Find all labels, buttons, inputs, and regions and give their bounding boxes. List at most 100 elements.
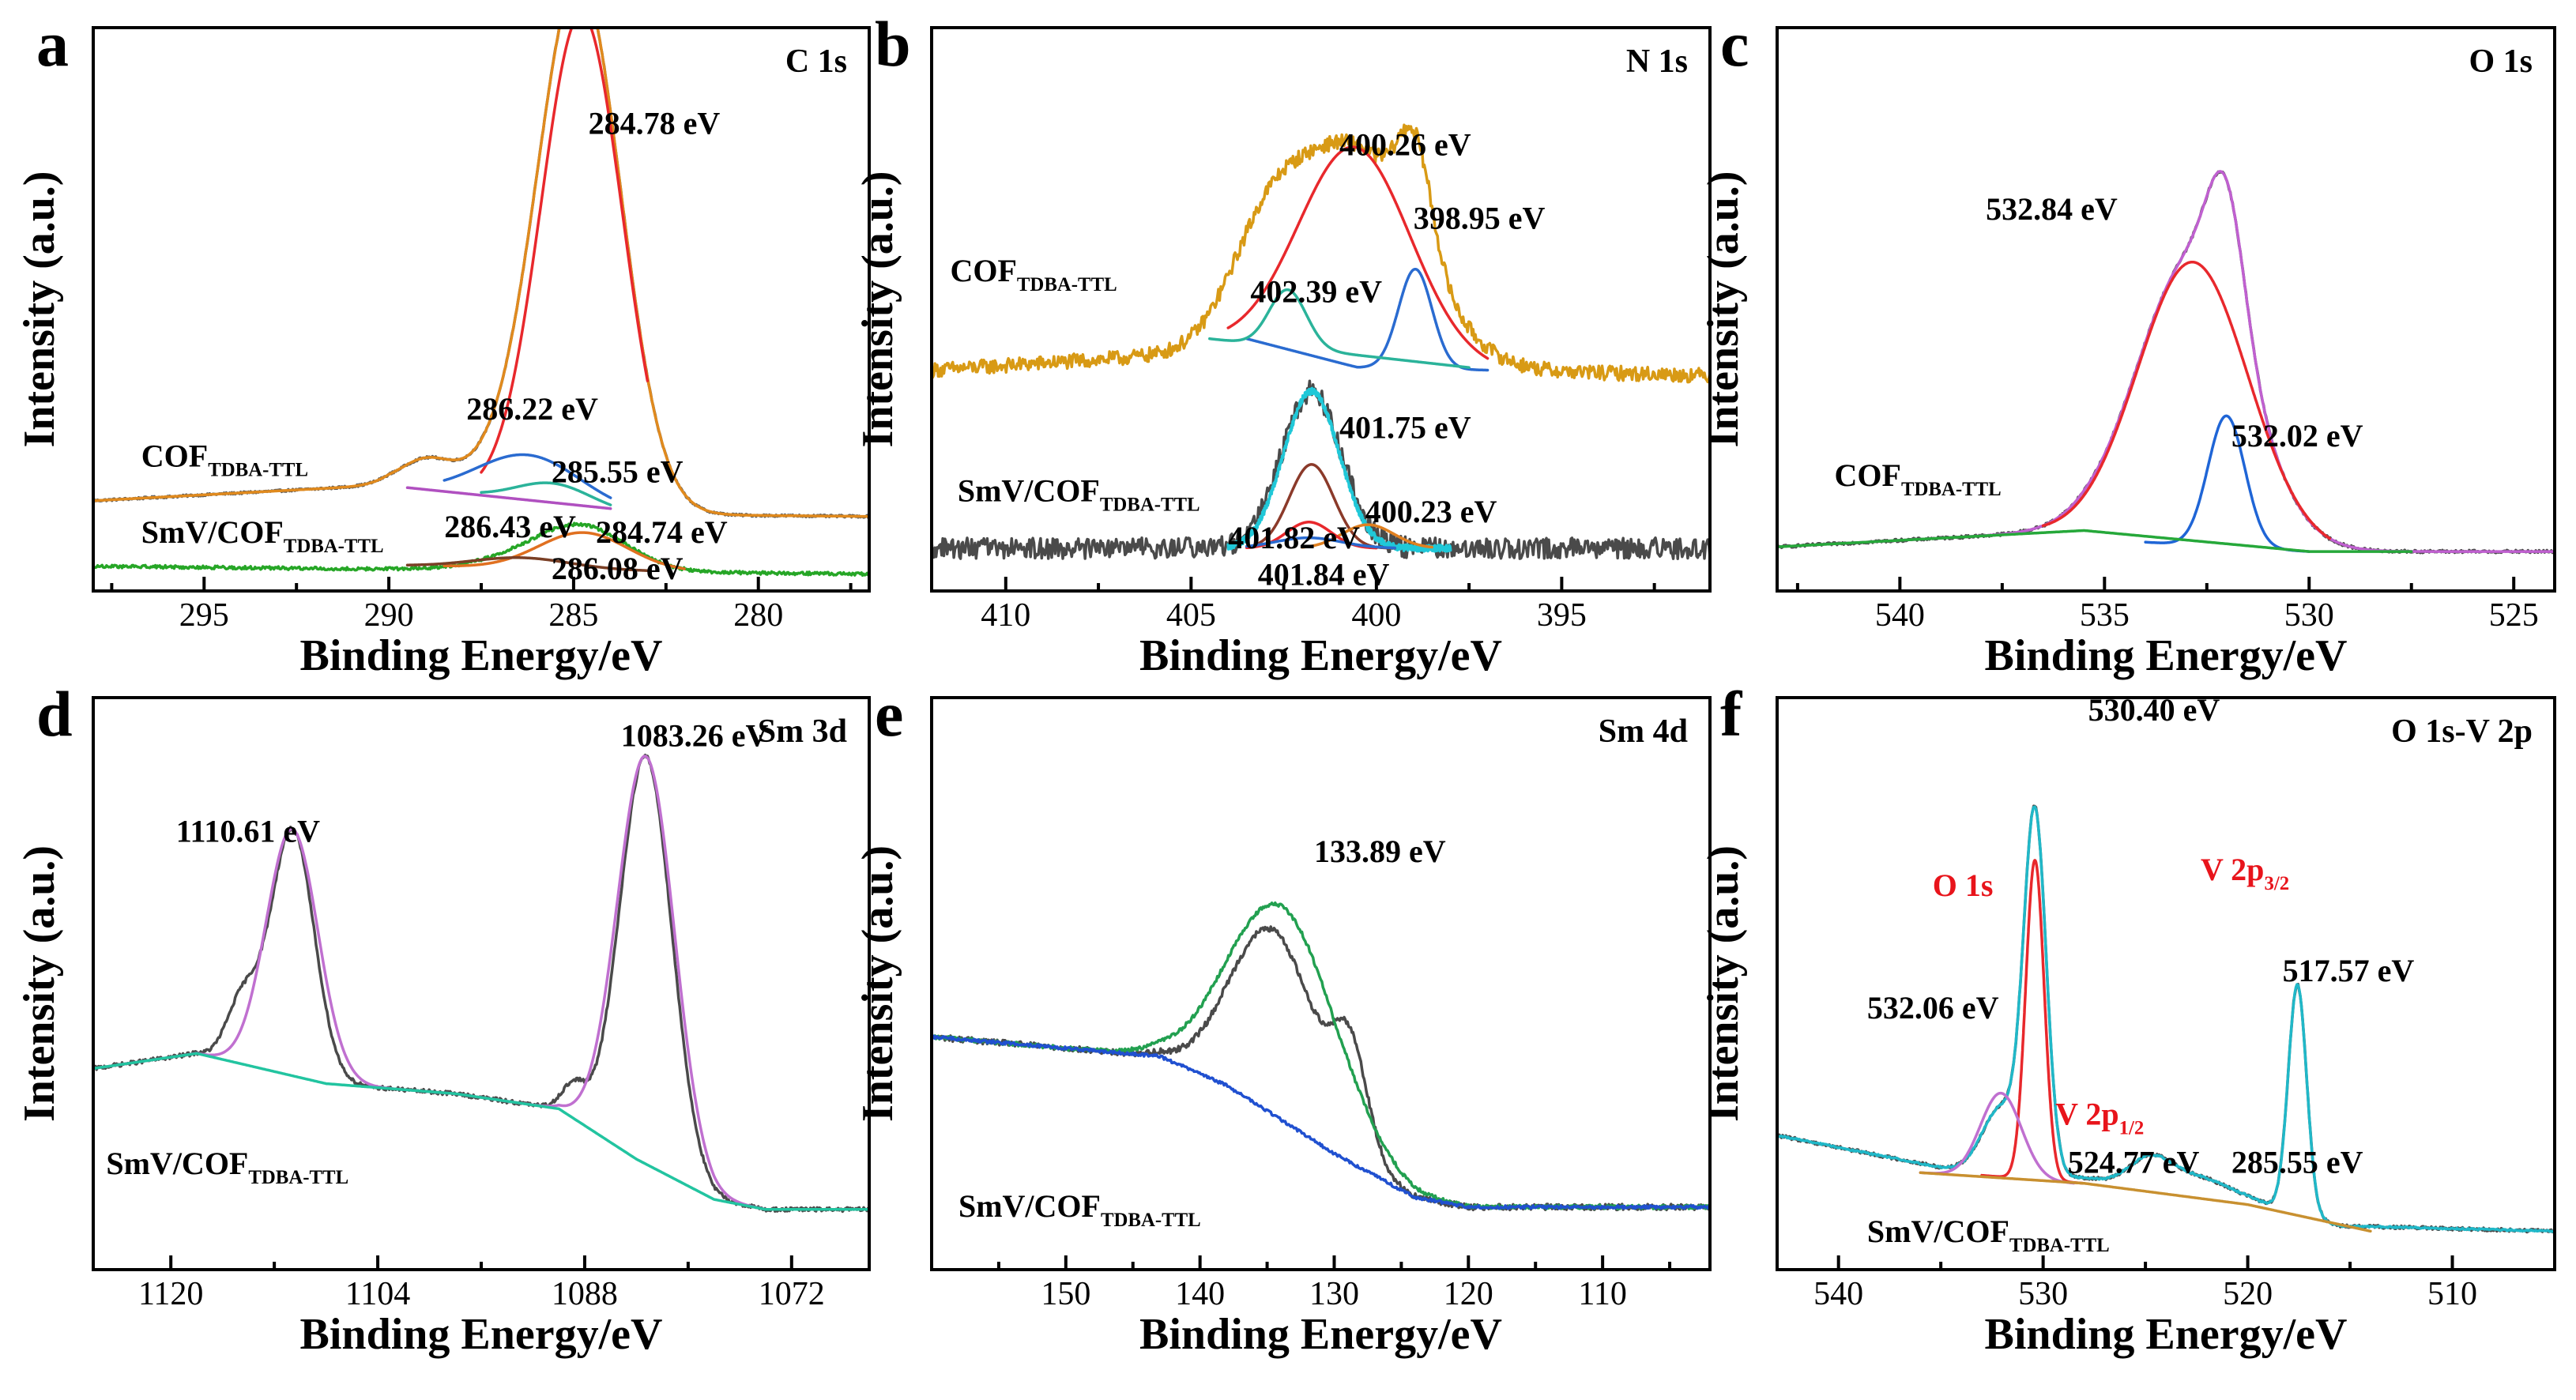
panel-f-tick-label: 530 (2018, 1276, 2068, 1312)
panel-b-series-0 (932, 123, 1710, 384)
panel-b-series-2 (1245, 267, 1489, 372)
panel-c-peak-label: 532.02 eV (2231, 418, 2363, 453)
panel-d-y-axis-title: Intensity (a.u.) (15, 845, 64, 1122)
panel-a-peak-label: 286.08 eV (552, 551, 684, 586)
panel-b-peak-label: 400.26 eV (1339, 127, 1471, 163)
panel-f-peak-label: O 1s (1933, 867, 1994, 903)
panel-c-tick-label: 535 (2080, 597, 2130, 634)
panel-f-tick-label: 520 (2223, 1276, 2273, 1312)
panel-e-y-axis-title: Intensity (a.u.) (853, 845, 902, 1122)
panel-a-series-8 (405, 556, 650, 572)
panel-f-peak-label-subscript: 3/2 (2264, 873, 2289, 894)
panel-f-frame (1776, 696, 2556, 1271)
panel-b-peak-label: 400.23 eV (1365, 494, 1497, 529)
panel-a-peak-label: 286.43 eV (444, 509, 576, 544)
panel-f-peak-label: 532.06 eV (1867, 990, 1999, 1026)
panel-e-frame (930, 696, 1712, 1271)
panel-d-title: Sm 3d (758, 713, 847, 750)
panel-c-sample-label-main: COF (1835, 457, 1901, 493)
panel-f-series-1 (1777, 805, 2555, 1233)
panel-a-letter: a (36, 8, 69, 80)
panel-a-series-1 (93, 28, 869, 518)
panel-d-x-axis-title: Binding Energy/eV (300, 1310, 663, 1359)
panel-f: 540 530 520 510 Binding Energy/eV Intensity (… (1699, 678, 2556, 1359)
panel-e: 150 140 130 120 110 Binding Energy/eV Intensit… (853, 678, 1712, 1359)
panel-b-tick-label: 395 (1537, 597, 1587, 634)
panel-b-sample-label: SmV/COFTDBA-TTL (958, 472, 1200, 515)
panel-a-tick-label: 285 (548, 597, 598, 634)
panel-c-frame (1776, 26, 2556, 593)
panel-a-tick-label: 290 (364, 597, 414, 634)
panel-a-title: C 1s (785, 43, 847, 80)
panel-a-sample-label: COFTDBA-TTL (141, 438, 308, 481)
panel-a-frame (92, 26, 871, 593)
panel-e-sample-label: SmV/COFTDBA-TTL (958, 1188, 1201, 1231)
panel-a-peak-label-main: 286.22 eV (466, 391, 598, 427)
panel-a-series-2 (480, 28, 650, 474)
panel-c-series (1777, 170, 2555, 555)
panel-e-peak-label: 133.89 eV (1314, 834, 1446, 869)
panel-b-sample-label-main: COF (950, 253, 1016, 288)
panel-a-peak-label: 284.78 eV (589, 106, 721, 141)
panel-b-peak-label-main: 402.39 eV (1250, 273, 1382, 309)
panel-c-peak-label: 532.84 eV (1986, 191, 2118, 227)
panel-b-tick-label: 410 (981, 597, 1030, 634)
panel-c-tick-label: 540 (1875, 597, 1925, 634)
panel-f-series-4 (1919, 1171, 2372, 1233)
panel-d-sample-label-main: SmV/COF (106, 1146, 248, 1181)
panel-c-tick-label: 530 (2284, 597, 2334, 634)
panel-c-sample-label: COFTDBA-TTL (1835, 457, 2002, 500)
panel-b-peak-label: 401.84 eV (1258, 556, 1390, 592)
panel-c-sample-label-subscript: TDBA-TTL (1901, 479, 2002, 500)
panel-a-sample-label-main: SmV/COF (141, 514, 284, 550)
panel-b-series-1 (1226, 145, 1489, 360)
panel-f-peak-label-main: 285.55 eV (2231, 1144, 2363, 1180)
panel-e-x-axis-title: Binding Energy/eV (1139, 1310, 1502, 1359)
panel-c: 540 535 530 525 Binding Energy/eV Intensity (… (1699, 8, 2556, 680)
panel-c-series-0 (1777, 170, 2555, 555)
panel-d-peak-label: 1083.26 eV (621, 718, 769, 754)
panel-b: 410 405 400 395 Binding Energy/eV Intensity (… (853, 8, 1712, 680)
panel-c-series-1 (1777, 170, 2555, 553)
panel-e-tick-label: 140 (1175, 1276, 1225, 1312)
panel-d-sample-label: SmV/COFTDBA-TTL (106, 1146, 348, 1188)
panel-f-peak-label-subscript: 1/2 (2119, 1118, 2145, 1139)
panel-b-title: N 1s (1626, 43, 1688, 80)
panel-f-peak-label-main: 517.57 eV (2283, 953, 2415, 988)
panel-a-peak-label-main: 284.74 eV (596, 514, 728, 550)
panel-a-tick-label: 280 (733, 597, 783, 634)
panel-c-tick-label: 525 (2489, 597, 2539, 634)
panel-e-tick-label: 130 (1309, 1276, 1359, 1312)
panel-d-tick-label: 1120 (138, 1276, 203, 1312)
panel-b-sample-label-subscript: TDBA-TTL (1100, 494, 1200, 515)
panel-f-peak-label-main: 532.06 eV (1867, 990, 1999, 1026)
panel-b-y-axis-title: Intensity (a.u.) (853, 171, 902, 447)
panel-a-peak-label: 286.22 eV (466, 391, 598, 427)
panel-c-series-2 (2041, 260, 2331, 540)
panel-c-title: O 1s (2469, 43, 2533, 80)
panel-f-peak-label: V 2p3/2 (2201, 852, 2289, 894)
panel-e-tick-label: 120 (1444, 1276, 1493, 1312)
panel-f-sample-label-subscript: TDBA-TTL (2009, 1235, 2110, 1256)
panel-d-tick-label: 1104 (345, 1276, 410, 1312)
panel-c-letter: c (1720, 8, 1749, 80)
panel-d-series (93, 753, 869, 1214)
panel-d-tick-label: 1088 (552, 1276, 618, 1312)
panel-a-x-axis-title: Binding Energy/eV (300, 631, 663, 680)
panel-b-tick-label: 405 (1166, 597, 1216, 634)
panel-c-x-axis-title: Binding Energy/eV (1985, 631, 2348, 680)
panel-c-peak-label-main: 532.84 eV (1986, 191, 2118, 227)
panel-b-series-3 (1208, 288, 1471, 369)
panel-a-series-5 (405, 486, 612, 510)
panel-b-series-5 (1226, 386, 1452, 553)
panel-e-tick-label: 110 (1578, 1276, 1626, 1312)
panel-a-peak-label: 284.74 eV (596, 514, 728, 550)
panel-b-peak-label-main: 400.23 eV (1365, 494, 1497, 529)
panel-b-frame (930, 26, 1712, 593)
panel-a-series-3 (443, 453, 612, 499)
panel-b-series-9 (1245, 536, 1397, 550)
panel-a-series-4 (480, 481, 612, 506)
panel-f-peak-label-main: 524.77 eV (2068, 1144, 2200, 1180)
panel-f-peak-label-main: O 1s (1933, 867, 1994, 903)
panel-a-tick-label: 295 (179, 597, 229, 634)
